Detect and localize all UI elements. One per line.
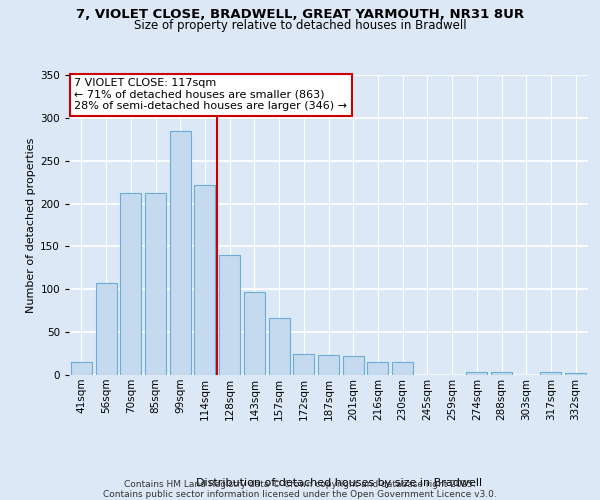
- Bar: [293, 354, 314, 375]
- Bar: [367, 362, 388, 375]
- Text: Size of property relative to detached houses in Bradwell: Size of property relative to detached ho…: [134, 19, 466, 32]
- Y-axis label: Number of detached properties: Number of detached properties: [26, 138, 36, 312]
- Text: Contains HM Land Registry data © Crown copyright and database right 2025.
Contai: Contains HM Land Registry data © Crown c…: [103, 480, 497, 499]
- Bar: [95, 284, 116, 375]
- Bar: [565, 374, 586, 375]
- Bar: [194, 184, 215, 375]
- Bar: [219, 255, 240, 375]
- Bar: [71, 362, 92, 375]
- Bar: [244, 292, 265, 375]
- Bar: [343, 356, 364, 375]
- Bar: [318, 356, 339, 375]
- Bar: [170, 130, 191, 375]
- Bar: [466, 372, 487, 375]
- Bar: [541, 372, 562, 375]
- Text: 7 VIOLET CLOSE: 117sqm
← 71% of detached houses are smaller (863)
28% of semi-de: 7 VIOLET CLOSE: 117sqm ← 71% of detached…: [74, 78, 347, 111]
- Bar: [269, 318, 290, 375]
- Text: Distribution of detached houses by size in Bradwell: Distribution of detached houses by size …: [196, 478, 482, 488]
- Bar: [145, 194, 166, 375]
- Bar: [392, 362, 413, 375]
- Text: 7, VIOLET CLOSE, BRADWELL, GREAT YARMOUTH, NR31 8UR: 7, VIOLET CLOSE, BRADWELL, GREAT YARMOUT…: [76, 8, 524, 20]
- Bar: [491, 372, 512, 375]
- Bar: [120, 194, 141, 375]
